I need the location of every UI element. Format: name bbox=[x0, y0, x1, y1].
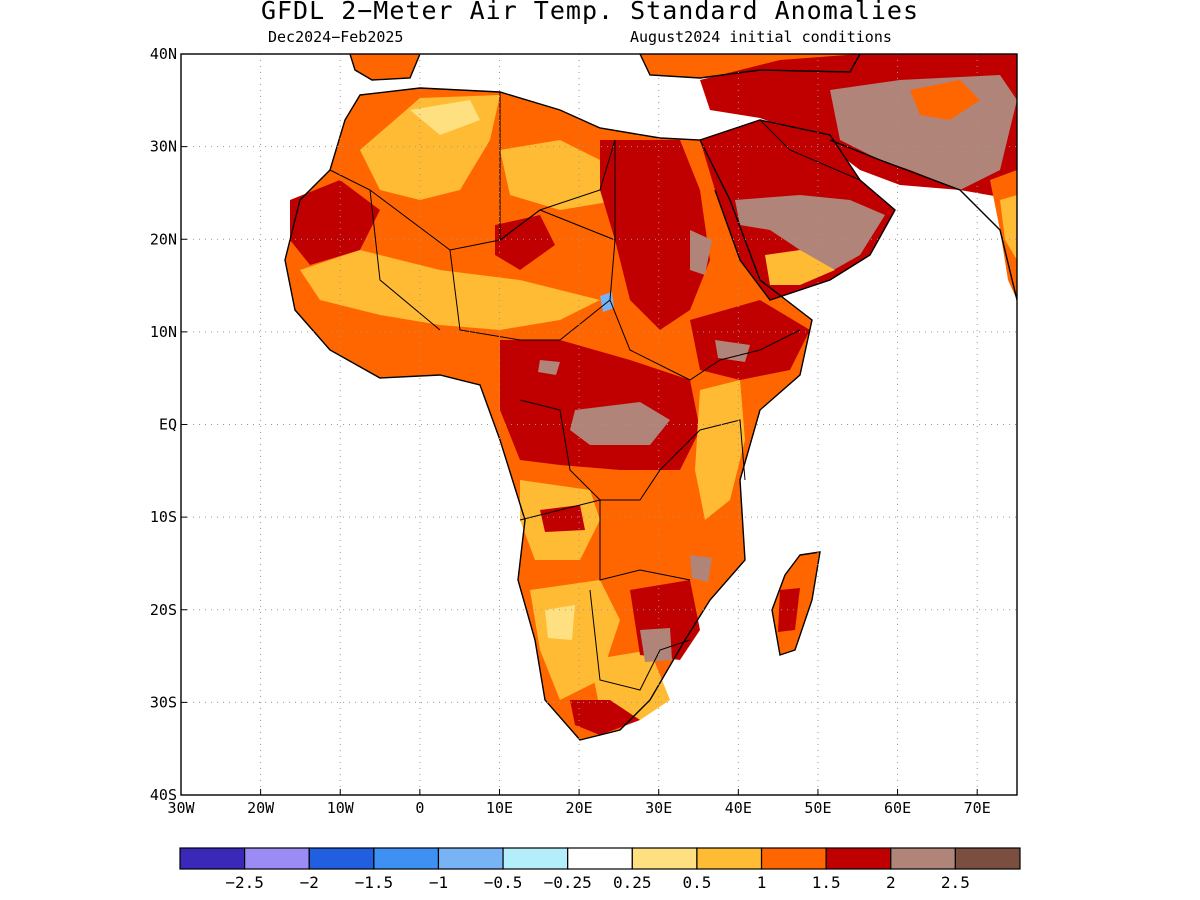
asia-coastline bbox=[829, 139, 1017, 301]
colorbar-swatch bbox=[437, 847, 504, 870]
colorbar-swatch bbox=[825, 847, 892, 870]
forecast-period: Dec2024−Feb2025 bbox=[268, 28, 404, 46]
colorbar-label: 1 bbox=[757, 873, 767, 892]
colorbar-swatch bbox=[631, 847, 698, 870]
colorbar-label: −2 bbox=[300, 873, 319, 892]
anomaly-region-ethiopia-brown bbox=[715, 340, 750, 362]
anomaly-region-east-light bbox=[695, 380, 745, 520]
colorbar-swatch bbox=[567, 847, 633, 870]
anomaly-region-sa-hot bbox=[570, 700, 640, 735]
country-borders bbox=[329, 92, 861, 691]
colorbar-label: −1 bbox=[429, 873, 448, 892]
anomaly-region-zimbabwe-brown bbox=[640, 628, 672, 662]
lon-tick-label: 10W bbox=[327, 799, 355, 817]
anomaly-region-congo-brown bbox=[570, 402, 670, 445]
lon-tick-label: 0 bbox=[415, 799, 424, 817]
lon-tick-label: 60E bbox=[884, 799, 911, 817]
initial-conditions: August2024 initial conditions bbox=[630, 28, 892, 46]
lon-tick-label: 30E bbox=[645, 799, 672, 817]
colorbar-label: 1.5 bbox=[812, 873, 841, 892]
colorbar-label: 2.5 bbox=[941, 873, 970, 892]
colorbar-label: −0.5 bbox=[484, 873, 523, 892]
colorbar-label: 0.25 bbox=[613, 873, 652, 892]
colorbar-swatch bbox=[179, 847, 246, 870]
lon-tick-label: 70E bbox=[964, 799, 991, 817]
anomaly-region-sudan-hot bbox=[600, 140, 710, 330]
colorbar-swatch bbox=[696, 847, 763, 870]
anomaly-region-india-light bbox=[1000, 195, 1017, 260]
lat-tick-label: 10S bbox=[150, 508, 177, 526]
anomaly-region-mozambique-brown bbox=[690, 555, 712, 582]
anomaly-region-madagascar-hot bbox=[778, 588, 800, 632]
europe-coastline bbox=[349, 54, 861, 81]
anomaly-region-sahara-lighter bbox=[410, 100, 480, 135]
colorbar: −2.5 −2 −1.5 −1 −0.5 −0.25 0.25 0.5 1 1.5 2 2.5 bbox=[179, 847, 1021, 892]
lat-tick-label: 30S bbox=[150, 693, 177, 711]
lon-tick-label: 20E bbox=[566, 799, 593, 817]
lon-tick-label: 50E bbox=[804, 799, 831, 817]
colorbar-swatch bbox=[244, 847, 310, 870]
anomaly-region-libya-light bbox=[500, 140, 620, 210]
graticule bbox=[181, 54, 1017, 795]
colorbar-swatch bbox=[954, 847, 1021, 870]
anomaly-region-west-sahara-hot bbox=[290, 180, 380, 265]
map-title: GFDL 2−Meter Air Temp. Standard Anomalie… bbox=[260, 0, 920, 25]
colorbar-label: −2.5 bbox=[225, 873, 264, 892]
colorbar-label: −0.25 bbox=[544, 873, 592, 892]
africa-coastline bbox=[284, 87, 813, 741]
madagascar-coastline bbox=[771, 551, 821, 656]
anomaly-region-arabia-brown bbox=[735, 195, 885, 272]
colorbar-label: 0.5 bbox=[682, 873, 711, 892]
anomaly-region-sudan-brown bbox=[690, 230, 712, 275]
colorbar-swatch bbox=[373, 847, 440, 870]
lon-tick-label: 10E bbox=[486, 799, 513, 817]
anomaly-field bbox=[285, 54, 1017, 740]
lon-tick-label: 20W bbox=[247, 799, 275, 817]
lon-tick-label: 30W bbox=[167, 799, 195, 817]
lat-tick-label: 20N bbox=[150, 230, 177, 248]
colorbar-label: −1.5 bbox=[355, 873, 394, 892]
anomaly-region-chad-hot bbox=[495, 215, 555, 270]
colorbar-swatch bbox=[890, 847, 956, 870]
colorbar-label: 2 bbox=[886, 873, 896, 892]
longitude-axis: 30W 20W 10W 0 10E 20E 30E 40E 50E 60E 70E bbox=[167, 789, 991, 817]
lat-tick-label: 40S bbox=[150, 786, 177, 804]
colorbar-swatch bbox=[760, 847, 827, 870]
anomaly-region-iran-orange bbox=[910, 80, 980, 120]
lat-tick-label: EQ bbox=[159, 416, 177, 434]
lat-tick-label: 30N bbox=[150, 138, 177, 156]
lon-tick-label: 40E bbox=[725, 799, 752, 817]
anomaly-region-europe bbox=[350, 54, 420, 80]
anomaly-region-cameroon-brown bbox=[538, 360, 560, 375]
lat-tick-label: 40N bbox=[150, 45, 177, 63]
lat-tick-label: 10N bbox=[150, 323, 177, 341]
colorbar-swatch bbox=[502, 847, 569, 870]
arabia-coastline bbox=[699, 119, 896, 301]
coastlines bbox=[284, 54, 1017, 741]
colorbar-swatch bbox=[308, 847, 375, 870]
anomaly-region-sahel-light bbox=[300, 250, 600, 330]
latitude-axis: 40N 30N 20N 10N EQ 10S 20S 30S 40S bbox=[150, 45, 187, 804]
lat-tick-label: 20S bbox=[150, 601, 177, 619]
anomaly-region-namibia-lighter bbox=[545, 605, 575, 640]
